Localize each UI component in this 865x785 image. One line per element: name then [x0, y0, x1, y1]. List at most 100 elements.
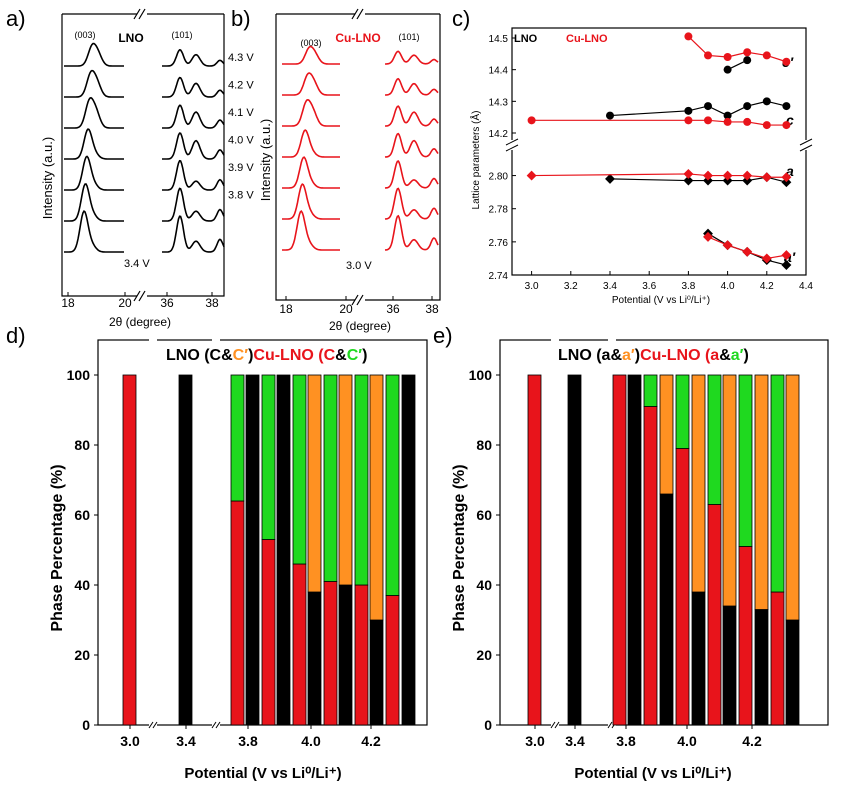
- bar-prime-phase: [754, 374, 769, 610]
- legend-part: C′: [347, 347, 363, 364]
- axis-break-marker: [550, 721, 560, 729]
- legend-part: ): [362, 347, 367, 364]
- panel-b-xtick: 36: [386, 302, 400, 316]
- legend-part: a′: [622, 347, 635, 364]
- x-tick-label: 3.4: [176, 733, 196, 749]
- data-point: [684, 116, 693, 125]
- data-point: [722, 170, 733, 181]
- bar-base-phase: [307, 591, 322, 726]
- x-tick-label: 3.4: [603, 281, 617, 292]
- voltage-label: 4.2 V: [228, 80, 254, 92]
- voltage-label: 3.9 V: [228, 162, 254, 174]
- panel-b-xtick: 20: [339, 302, 353, 316]
- legend-part: &: [610, 347, 622, 364]
- panel-label-a: a): [6, 6, 26, 31]
- panel-d-xlabel: Potential (V vs Li⁰/Li⁺): [184, 765, 341, 782]
- xrd-trace: [64, 183, 124, 222]
- data-point: [723, 65, 732, 74]
- data-point: [606, 111, 614, 120]
- axis-break-marker: [351, 294, 364, 306]
- panel-e-xlabel: Potential (V vs Li⁰/Li⁺): [574, 765, 731, 782]
- bar-base-phase: [785, 619, 800, 726]
- data-point: [723, 53, 732, 61]
- panel-c-legend-lno: LNO: [514, 33, 538, 45]
- panel-b-xlabel: 2θ (degree): [329, 319, 391, 333]
- x-tick-label: 4.0: [301, 733, 321, 749]
- bar-base-phase: [659, 493, 674, 726]
- bar-base-phase: [567, 374, 582, 726]
- legend-part: LNO (: [558, 347, 602, 364]
- x-tick-label: 4.0: [721, 281, 735, 292]
- x-tick-label: 3.6: [642, 281, 656, 292]
- legend-part: &: [335, 347, 347, 364]
- data-point: [781, 250, 792, 261]
- axis-break-gap: [149, 338, 157, 344]
- y-tick-label: 80: [74, 437, 90, 453]
- legend-part: Cu-LNO (: [253, 347, 324, 364]
- legend-part: Cu-LNO (: [640, 347, 711, 364]
- data-point: [722, 175, 733, 186]
- x-tick-label: 3.2: [564, 281, 578, 292]
- bar-base-phase: [691, 591, 706, 726]
- bar-prime-phase: [261, 374, 276, 540]
- bar-base-phase: [178, 374, 193, 726]
- bar-base-phase: [276, 374, 291, 726]
- xrd-trace: [282, 156, 340, 189]
- data-point: [762, 97, 771, 106]
- panel-b-peak-003: (003): [300, 38, 321, 48]
- bar-prime-phase: [770, 374, 785, 593]
- legend-part: a: [602, 347, 611, 364]
- panel-c-phase-label: c: [786, 112, 794, 128]
- data-point: [761, 253, 772, 264]
- panel-c-phase-label: a′: [784, 249, 796, 265]
- xrd-trace: [282, 183, 340, 220]
- data-point: [782, 121, 791, 130]
- x-tick-label: 4.2: [361, 733, 381, 749]
- panel-a-xtick: 36: [160, 296, 174, 310]
- xrd-trace: [282, 72, 340, 96]
- legend-part: a′: [731, 347, 744, 364]
- panel-a-peak-101: (101): [171, 30, 192, 40]
- data-point: [605, 173, 615, 184]
- xrd-trace: [162, 104, 225, 129]
- panel-a-xtick: 20: [118, 296, 132, 310]
- data-point: [782, 102, 791, 111]
- x-tick-label: 4.0: [677, 733, 697, 749]
- panel-d-phase-c: Phase Percentage (%) Potential (V vs Li⁰…: [49, 338, 428, 782]
- panel-c-lattice: Lattice parameters (Å) Potential (V vs L…: [469, 27, 813, 306]
- plot-frame: [511, 27, 807, 276]
- y-tick-label: 14.5: [489, 34, 509, 45]
- bar-base-phase: [707, 504, 722, 726]
- axis-break-marker: [148, 721, 158, 729]
- x-tick-label: 3.0: [525, 733, 545, 749]
- data-point: [781, 177, 792, 188]
- y-tick-label: 20: [74, 647, 90, 663]
- legend-part: C: [324, 347, 336, 364]
- bar-prime-phase: [230, 374, 245, 502]
- y-tick-label: 0: [484, 717, 492, 733]
- data-point: [781, 172, 792, 183]
- panel-a-xrd-lno: Intensity (a.u.) LNO (003) (101) 18 20 3…: [40, 8, 254, 329]
- y-tick-label: 40: [476, 577, 492, 593]
- panel-b-title: Cu-LNO: [335, 31, 380, 45]
- y-tick-label: 0: [82, 717, 90, 733]
- panel-c-ylabel: Lattice parameters (Å): [469, 111, 482, 210]
- bar-base-phase: [675, 448, 690, 726]
- x-tick-label: 3.0: [525, 281, 539, 292]
- panel-a-title: LNO: [118, 31, 143, 45]
- bar-prime-phase: [659, 374, 674, 495]
- panel-e-ylabel: Phase Percentage (%): [451, 464, 468, 631]
- bar-prime-phase: [338, 374, 353, 586]
- axis-break-gap: [551, 722, 559, 728]
- axis-break-marker: [351, 8, 364, 20]
- bar-base-phase: [354, 584, 369, 726]
- x-tick-label: 4.2: [760, 281, 774, 292]
- axis-break-gap: [551, 338, 559, 344]
- bar-prime-phase: [691, 374, 706, 593]
- legend-part: a: [710, 347, 719, 364]
- bar-base-phase: [527, 374, 542, 726]
- y-tick-label: 14.3: [489, 97, 509, 108]
- xrd-trace: [64, 210, 124, 253]
- data-point: [762, 51, 771, 60]
